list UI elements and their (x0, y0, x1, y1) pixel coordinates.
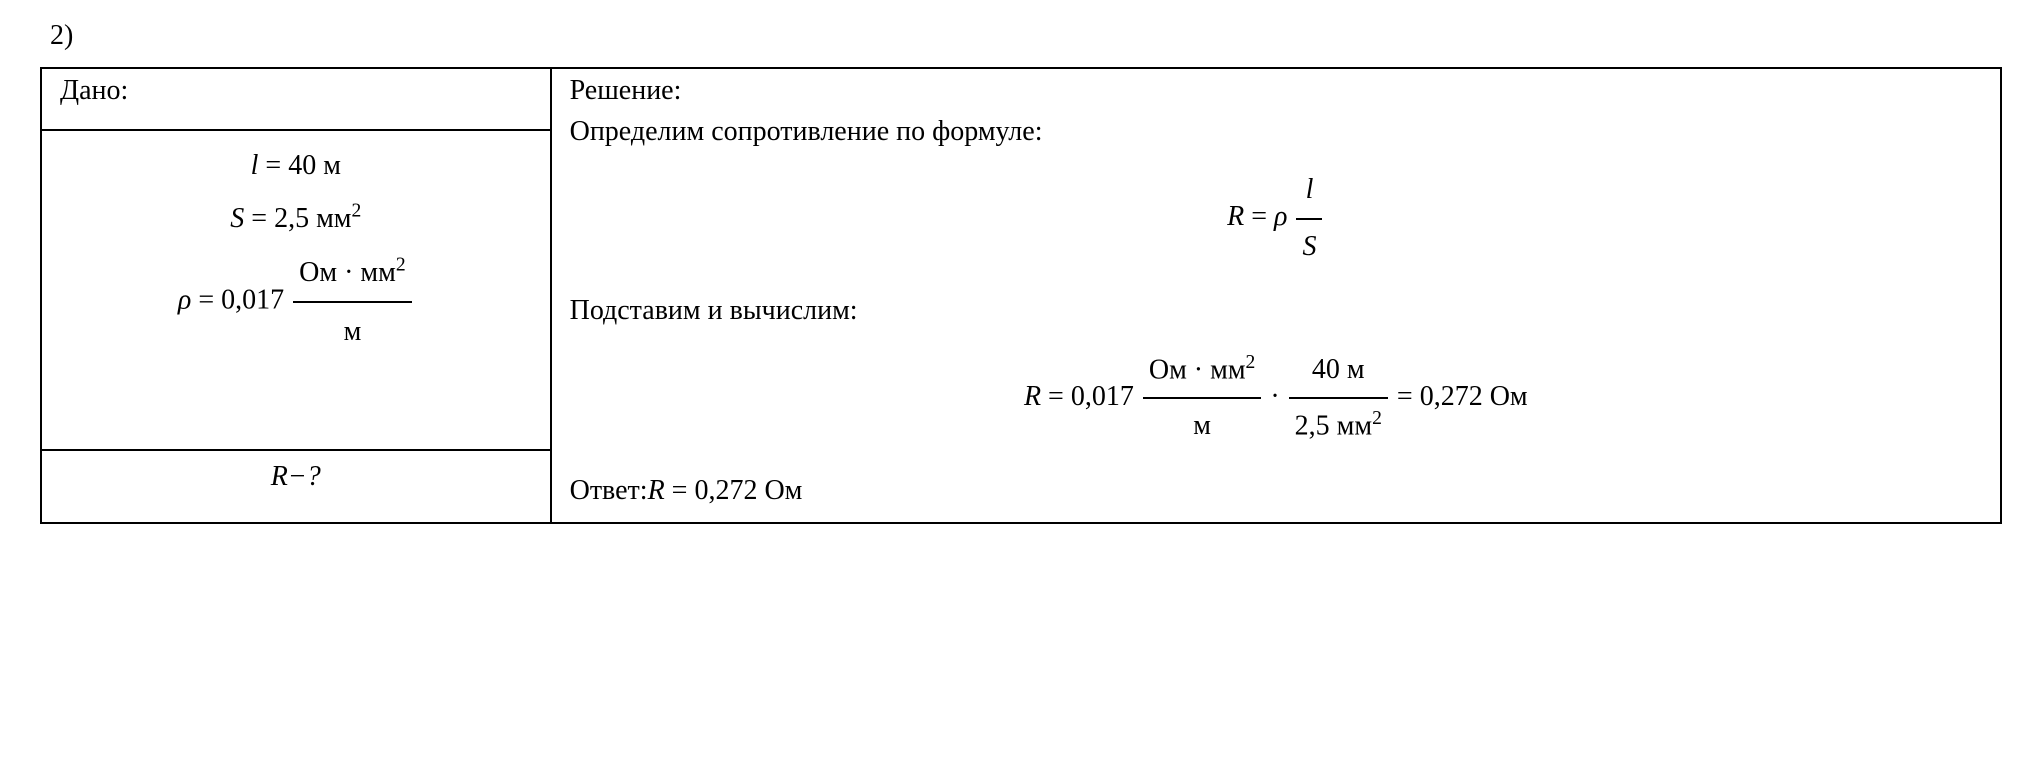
rho-num: Ом · мм2 (293, 246, 412, 303)
calc-f2-num: 40 м (1289, 345, 1388, 399)
given-header: Дано: (60, 75, 128, 106)
problem-number: 2) (40, 20, 2002, 52)
answer-value: = 0,272 Ом (672, 475, 803, 506)
given-data-cell: l = 40 м S = 2,5 мм2 ρ = 0,017 Ом · мм2 … (41, 130, 551, 450)
solution-header: Решение: (570, 75, 1982, 107)
calc-lhs: R (1024, 381, 1041, 412)
formula-eq: = (1251, 201, 1267, 232)
formula-fraction: l S (1296, 165, 1322, 272)
calc-frac-units: Ом · мм2 м (1143, 345, 1262, 452)
question-cell: R−? (41, 450, 551, 523)
given-S: S = 2,5 мм2 (60, 192, 532, 245)
formula-R: R = ρ l S (570, 165, 1982, 272)
calc-eq1: = 0,017 (1048, 381, 1134, 412)
calc-f2-den: 2,5 мм2 (1289, 399, 1388, 452)
calc-frac-values: 40 м 2,5 мм2 (1289, 345, 1388, 452)
formula-num: l (1296, 165, 1322, 219)
rho-den: м (293, 303, 412, 358)
calc-dot: · (1270, 381, 1279, 412)
calc-result: = 0,272 Ом (1397, 381, 1528, 412)
formula-rho: ρ (1274, 201, 1287, 232)
formula-den: S (1296, 220, 1322, 272)
calc-f1-num: Ом · мм2 (1143, 345, 1262, 400)
solution-text-2: Подставим и вычислим: (570, 286, 1982, 336)
given-l: l = 40 м (60, 139, 532, 192)
formula-lhs: R (1227, 201, 1244, 232)
question: R−? (271, 461, 321, 492)
answer: Ответ:R = 0,272 Ом (570, 466, 1982, 516)
solution-body: Определим сопротивление по формуле: R = … (570, 107, 1982, 516)
calculation: R = 0,017 Ом · мм2 м · 40 м 2,5 мм2 = 0,… (570, 345, 1982, 452)
calc-f1-den: м (1143, 399, 1262, 451)
given-header-cell: Дано: (41, 68, 551, 130)
answer-var: R (648, 475, 665, 506)
solution-text-1: Определим сопротивление по формуле: (570, 107, 1982, 157)
solution-cell: Решение: Определим сопротивление по форм… (551, 68, 2001, 523)
problem-table: Дано: Решение: Определим сопротивление п… (40, 67, 2002, 524)
answer-label: Ответ: (570, 475, 648, 506)
rho-fraction: Ом · мм2 м (293, 246, 412, 358)
document-root: 2) Дано: Решение: Определим сопротивлени… (40, 20, 2002, 524)
given-data: l = 40 м S = 2,5 мм2 ρ = 0,017 Ом · мм2 … (60, 139, 532, 358)
given-rho: ρ = 0,017 Ом · мм2 м (60, 246, 532, 358)
